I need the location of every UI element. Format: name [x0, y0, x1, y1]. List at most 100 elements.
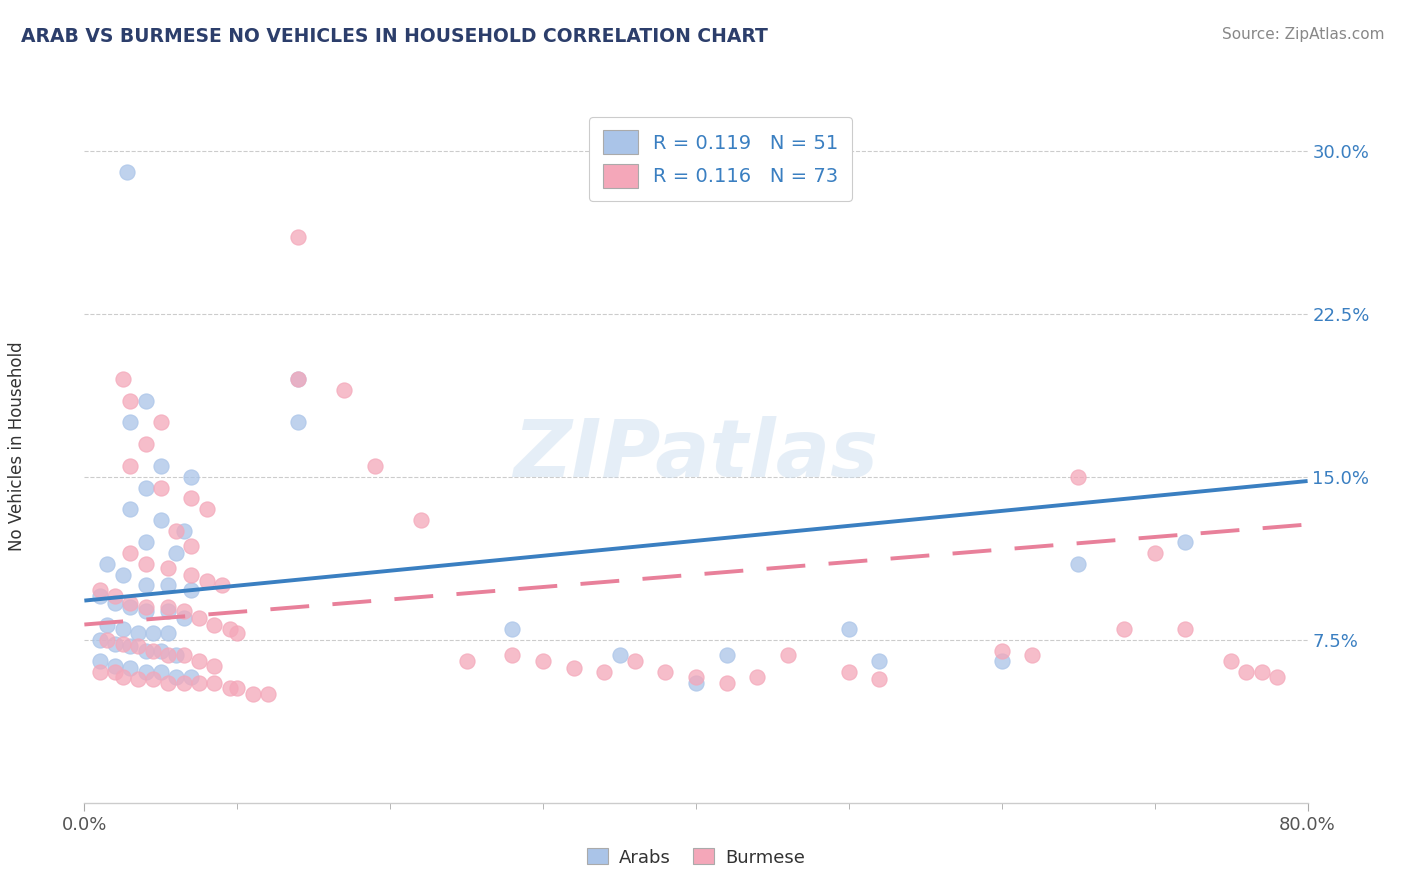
Point	[456, 655, 478, 669]
Point	[120, 458, 142, 473]
Point	[747, 670, 769, 684]
Point	[173, 524, 195, 538]
Point	[135, 393, 157, 408]
Point	[111, 622, 134, 636]
Point	[104, 596, 127, 610]
Point	[991, 643, 1014, 657]
Point	[180, 491, 202, 506]
Point	[242, 687, 264, 701]
Point	[1234, 665, 1257, 680]
Point	[104, 637, 127, 651]
Point	[173, 648, 195, 662]
Point	[104, 658, 127, 673]
Point	[157, 561, 180, 575]
Point	[135, 665, 157, 680]
Point	[120, 546, 142, 560]
Point	[165, 524, 187, 538]
Point	[180, 582, 202, 597]
Point	[202, 676, 225, 690]
Point	[120, 661, 142, 675]
Point	[776, 648, 799, 662]
Point	[149, 481, 172, 495]
Point	[173, 605, 195, 619]
Point	[135, 535, 157, 549]
Point	[89, 632, 111, 647]
Point	[180, 539, 202, 553]
Point	[96, 617, 118, 632]
Point	[111, 670, 134, 684]
Point	[333, 383, 356, 397]
Point	[180, 670, 202, 684]
Point	[149, 513, 172, 527]
Point	[202, 658, 225, 673]
Point	[89, 589, 111, 603]
Point	[157, 648, 180, 662]
Point	[226, 626, 249, 640]
Point	[211, 578, 233, 592]
Point	[149, 643, 172, 657]
Point	[89, 655, 111, 669]
Point	[991, 655, 1014, 669]
Point	[716, 676, 738, 690]
Point	[1021, 648, 1043, 662]
Point	[111, 567, 134, 582]
Point	[1174, 622, 1197, 636]
Point	[120, 393, 142, 408]
Point	[142, 643, 165, 657]
Point	[562, 661, 585, 675]
Point	[869, 672, 891, 686]
Point	[89, 665, 111, 680]
Point	[127, 672, 149, 686]
Point	[716, 648, 738, 662]
Point	[89, 582, 111, 597]
Point	[593, 665, 616, 680]
Point	[142, 626, 165, 640]
Point	[654, 665, 676, 680]
Point	[1220, 655, 1243, 669]
Point	[135, 643, 157, 657]
Point	[287, 372, 309, 386]
Point	[287, 230, 309, 244]
Text: Source: ZipAtlas.com: Source: ZipAtlas.com	[1222, 27, 1385, 42]
Point	[188, 655, 211, 669]
Point	[120, 600, 142, 615]
Point	[135, 557, 157, 571]
Point	[135, 600, 157, 615]
Point	[149, 665, 172, 680]
Point	[609, 648, 631, 662]
Point	[838, 622, 860, 636]
Point	[1265, 670, 1288, 684]
Point	[188, 611, 211, 625]
Point	[1250, 665, 1272, 680]
Point	[120, 596, 142, 610]
Point	[157, 600, 180, 615]
Point	[111, 637, 134, 651]
Text: ZIPatlas: ZIPatlas	[513, 416, 879, 494]
Point	[1114, 622, 1136, 636]
Point	[120, 415, 142, 429]
Point	[364, 458, 387, 473]
Point	[115, 165, 138, 179]
Point	[120, 502, 142, 516]
Point	[202, 617, 225, 632]
Point	[1067, 557, 1090, 571]
Point	[226, 681, 249, 695]
Point	[180, 567, 202, 582]
Point	[165, 648, 187, 662]
Point	[135, 437, 157, 451]
Point	[1174, 535, 1197, 549]
Point	[257, 687, 280, 701]
Point	[624, 655, 647, 669]
Text: No Vehicles in Household: No Vehicles in Household	[8, 341, 25, 551]
Point	[165, 670, 187, 684]
Point	[287, 372, 309, 386]
Point	[685, 676, 707, 690]
Point	[142, 672, 165, 686]
Point	[157, 578, 180, 592]
Point	[287, 415, 309, 429]
Point	[149, 415, 172, 429]
Legend: Arabs, Burmese: Arabs, Burmese	[579, 841, 813, 874]
Point	[838, 665, 860, 680]
Point	[531, 655, 554, 669]
Point	[195, 574, 218, 588]
